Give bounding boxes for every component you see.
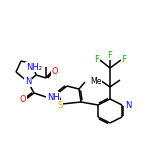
Text: O: O [52, 66, 58, 75]
Text: O: O [20, 94, 26, 103]
Text: NH: NH [47, 93, 60, 102]
Text: F: F [122, 56, 126, 64]
Text: N: N [25, 78, 31, 87]
Text: S: S [57, 100, 63, 109]
Text: NH₂: NH₂ [26, 63, 42, 72]
Text: F: F [108, 51, 112, 60]
Text: N: N [125, 100, 131, 109]
Text: Me: Me [90, 78, 102, 87]
Text: F: F [94, 56, 99, 64]
